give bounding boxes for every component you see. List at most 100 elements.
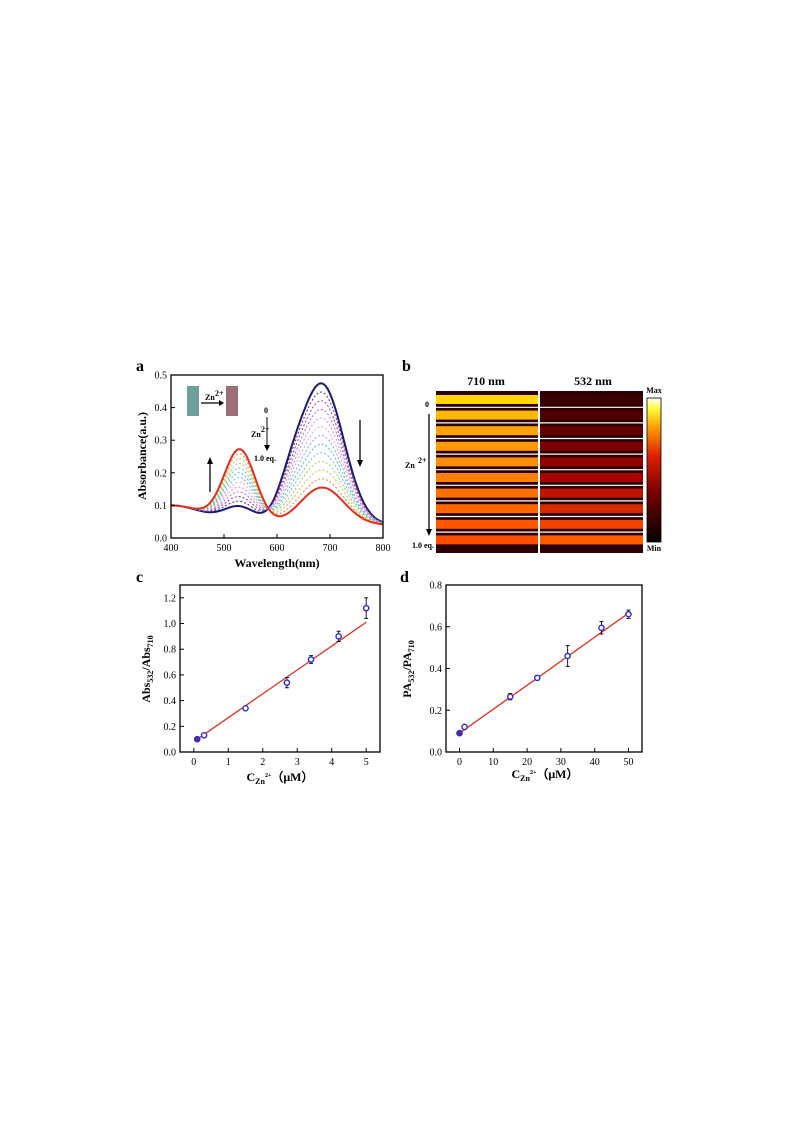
x-tick-label: 1 xyxy=(226,757,231,768)
d-xlabel-unit: （μM） xyxy=(536,766,578,781)
y-tick-label: 0.4 xyxy=(430,664,443,675)
y-tick-label: 1.0 xyxy=(164,619,177,630)
x-tick-label: 700 xyxy=(323,543,338,554)
x-tick-label: 40 xyxy=(590,757,600,768)
data-point xyxy=(335,633,342,640)
a-xlabel: Wavelength(nm) xyxy=(234,556,319,570)
spectrum-line xyxy=(171,448,384,526)
x-tick-label: 30 xyxy=(556,757,566,768)
c-ylabel-main: Abs xyxy=(139,682,153,702)
d-ylabel-mid: /PA xyxy=(400,652,414,672)
titration-end: 1.0 eq. xyxy=(254,454,276,463)
y-tick-label: 1.2 xyxy=(164,593,177,604)
spectrum-line xyxy=(171,458,384,525)
a-ylabel: Absorbance(a.u.) xyxy=(135,412,149,500)
y-tick-label: 0.8 xyxy=(164,645,177,656)
y-tick-label: 0.4 xyxy=(155,403,168,414)
c-xlabel-sub: Zn xyxy=(255,777,265,786)
heatmap-band-710 xyxy=(436,488,539,498)
b-row-end-label: 1.0 eq. xyxy=(412,541,434,550)
fit-line xyxy=(196,621,367,740)
titration-arrow-head xyxy=(264,445,270,451)
heatmap-band-710 xyxy=(436,426,539,436)
heatmap-band-532 xyxy=(540,426,643,436)
c-plot-frame xyxy=(179,584,381,753)
heatmap-band-710 xyxy=(436,519,539,529)
cuvette-before xyxy=(187,386,199,416)
data-point xyxy=(625,610,632,618)
spectrum-line xyxy=(171,452,384,525)
inset-arrow-head xyxy=(219,400,224,406)
spectrum-line xyxy=(171,426,384,524)
d-xlabel-main: C xyxy=(511,767,520,781)
spectrum-line xyxy=(171,382,384,524)
decrease-arrow-head xyxy=(357,460,363,467)
x-tick-label: 10 xyxy=(488,757,498,768)
c-data-group xyxy=(193,597,370,743)
y-tick-label: 0.0 xyxy=(155,534,168,545)
heatmap-band-532 xyxy=(540,410,643,420)
d-plot-frame xyxy=(445,584,643,753)
fit-line xyxy=(459,612,629,734)
data-point xyxy=(598,624,605,632)
data-point xyxy=(200,732,208,739)
heatmap-band-710 xyxy=(436,504,539,514)
inset-ion-charge: 2+ xyxy=(215,389,224,398)
x-tick-label: 500 xyxy=(217,543,232,554)
data-point xyxy=(456,729,463,737)
b-colorbar-max: Max xyxy=(646,386,662,395)
y-tick-label: 0.2 xyxy=(430,706,443,717)
b-colorbar xyxy=(646,397,662,543)
heatmap-band-532 xyxy=(540,395,643,404)
heatmap-band-532 xyxy=(540,441,643,451)
y-tick-label: 0.5 xyxy=(155,371,168,382)
d-xlabel-sub: Zn xyxy=(520,774,530,783)
d-ylabel-sub2: 710 xyxy=(407,640,416,652)
panel-b-label: b xyxy=(402,358,411,375)
panel-d-label: d xyxy=(400,569,409,586)
y-tick-label: 0.2 xyxy=(164,722,177,733)
data-point xyxy=(362,604,370,612)
c-ylabel: Abs532/Abs710 xyxy=(139,635,155,702)
x-tick-label: 2 xyxy=(260,757,265,768)
heatmap-band-710 xyxy=(436,535,539,545)
c-xlabel: CZn2+（μM） xyxy=(246,769,313,786)
c-ticks-group: 0 1 2 3 4 5 0.0 0.2 0.4 0.6 0.8 1.0 1.2 xyxy=(164,593,369,768)
c-xlabel-main: C xyxy=(246,770,255,784)
b-row-start-label: 0 xyxy=(425,400,429,409)
c-ylabel-sub1: 532 xyxy=(146,671,155,683)
spectrum-line xyxy=(171,453,384,525)
x-tick-label: 800 xyxy=(376,543,391,554)
d-data-group xyxy=(456,609,632,737)
data-point xyxy=(283,679,291,686)
increase-arrow-head xyxy=(207,457,213,464)
data-point xyxy=(533,674,541,682)
b-colorbar-min: Min xyxy=(647,544,662,553)
titration-ion-charge: 2+ xyxy=(261,425,270,434)
heatmap-band-710 xyxy=(436,410,539,420)
b-col-710-label: 710 nm xyxy=(467,374,505,388)
x-tick-label: 600 xyxy=(270,543,285,554)
heatmap-band-710 xyxy=(436,457,539,467)
data-point xyxy=(193,735,201,743)
panel-c-abs-ratio-chart: 0 1 2 3 4 5 0.0 0.2 0.4 0.6 0.8 1.0 1.2 Abs532/Abs71… xyxy=(139,584,381,786)
panel-b-pa-heatmap: 710 nm 532 nm 0 Zn 2+ 1.0 eq. Max Min xyxy=(405,374,662,553)
d-xlabel: CZn2+（μM） xyxy=(511,766,578,783)
spectrum-line xyxy=(171,434,384,524)
heatmap-band-532 xyxy=(540,457,643,467)
c-ylabel-mid: /Abs xyxy=(139,647,153,672)
data-point xyxy=(564,652,571,660)
c-xlabel-sup: 2+ xyxy=(265,773,272,779)
data-point xyxy=(506,693,514,700)
b-row-ion-charge: 2+ xyxy=(418,456,427,465)
d-ylabel-sub1: 532 xyxy=(407,671,416,683)
x-tick-label: 50 xyxy=(623,757,633,768)
panel-d-pa-ratio-chart: 0 10 20 30 40 50 0.0 0.2 0.4 0.6 0.8 PA532/PA710 C… xyxy=(400,581,643,783)
d-ylabel: PA532/PA710 xyxy=(400,640,416,698)
heatmap-band-532 xyxy=(540,488,643,498)
x-tick-label: 20 xyxy=(522,757,532,768)
d-xlabel-sup: 2+ xyxy=(530,770,537,776)
spectrum-line xyxy=(171,400,384,523)
titration-ion: Zn xyxy=(251,430,261,439)
